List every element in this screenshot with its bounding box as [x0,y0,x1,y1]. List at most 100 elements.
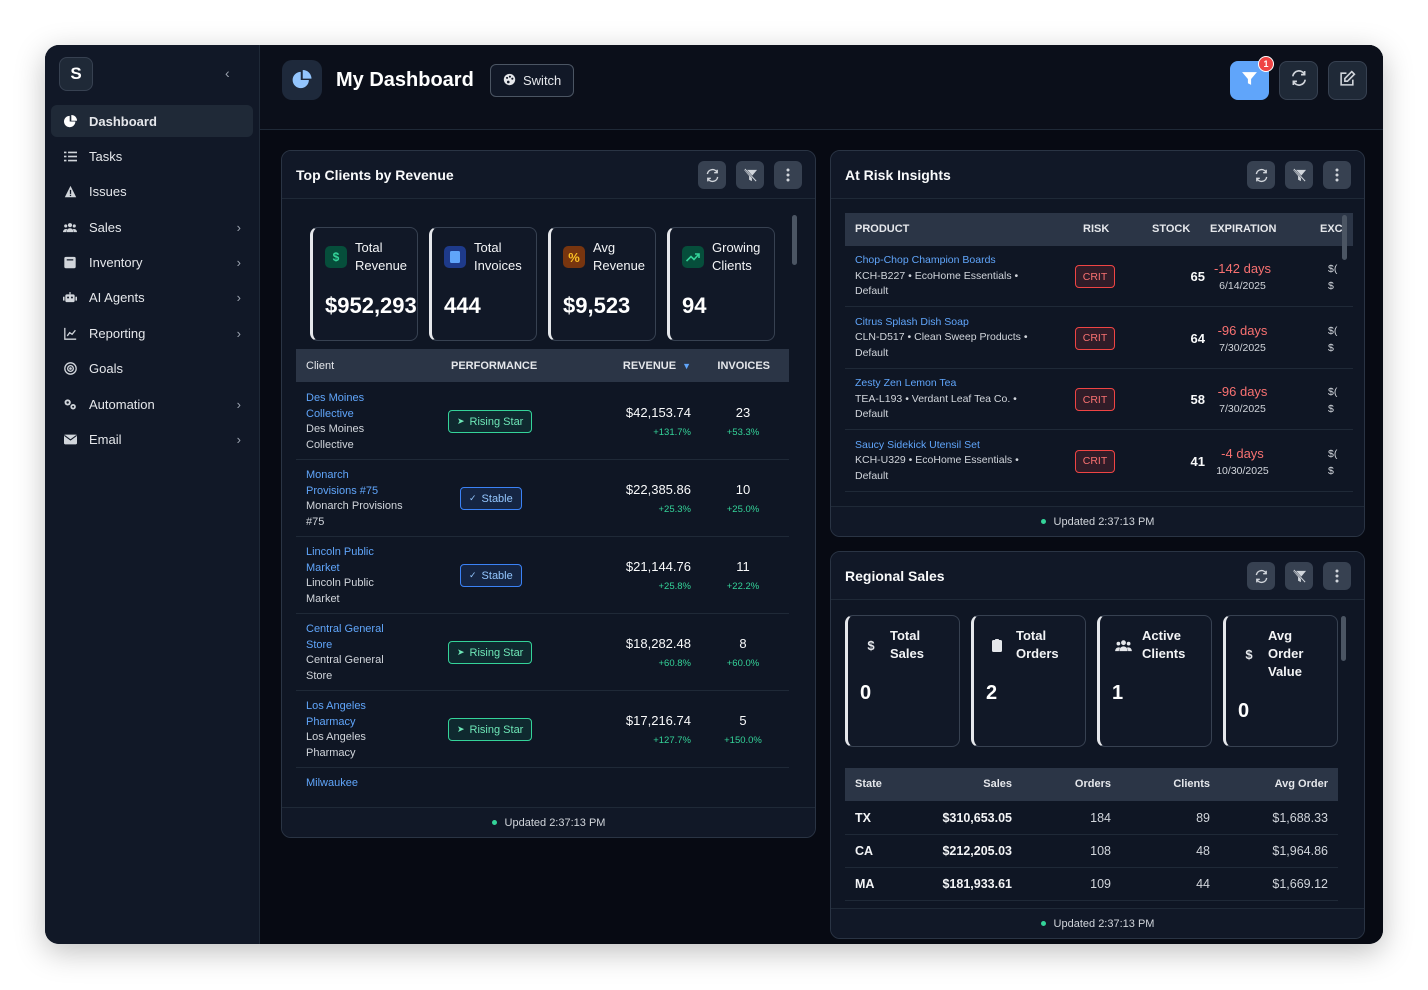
scrollbar[interactable] [792,215,797,265]
product-name-link[interactable]: Chop-Chop Champion Boards [855,254,996,266]
table-row[interactable]: Central General Store Central General Store… [296,614,789,691]
scrollbar[interactable] [1342,215,1347,260]
client-name-link[interactable]: Store [306,638,333,651]
table-row[interactable]: CA $212,205.03 108 48 $1,964.86 [845,835,1338,868]
performance-badge: ➤ Rising Star [448,641,533,664]
column-header-stock[interactable]: STOCK [1152,223,1191,235]
column-header-performance[interactable]: PERFORMANCE [451,359,538,372]
refresh-icon[interactable] [1247,161,1275,189]
refresh-icon[interactable] [698,161,726,189]
table-row[interactable]: Lincoln Public Market Lincoln Public Market… [296,537,789,614]
sidebar-item-label: Tasks [89,148,123,164]
column-header-clients[interactable]: Clients [1173,778,1210,790]
sidebar-item-label: Inventory [89,255,143,271]
scrollbar[interactable] [1341,616,1346,661]
column-header-avg-order[interactable]: Avg Order [1274,778,1328,790]
product-name-link[interactable]: Citrus Splash Dish Soap [855,315,969,328]
column-header-invoices[interactable]: INVOICES [717,359,770,372]
table-row[interactable]: Los Angeles Pharmacy Los Angeles Pharmacy ➤ R… [296,691,789,768]
sidebar-item-ai-agents[interactable]: AI Agents › [51,282,253,314]
column-header-risk[interactable]: RISK [1083,223,1110,235]
stock-value: 41 [1190,453,1205,469]
app-logo[interactable]: S [59,57,93,91]
clear-filter-icon[interactable] [736,161,764,189]
more-options-icon[interactable] [1323,161,1351,189]
filter-button[interactable]: 1 [1230,56,1274,100]
more-options-icon[interactable] [774,161,802,189]
switch-button[interactable]: Switch [490,64,575,97]
table-row[interactable]: Zesty Zen Lemon Tea TEA-L193 • Verdant Le… [845,369,1353,430]
edit-button[interactable] [1328,61,1367,100]
table-row[interactable]: Chop-Chop Champion Boards KCH-B227 • EcoH… [845,246,1353,307]
updated-label: Updated 2:37:13 PM [1053,515,1155,528]
sidebar-item-dashboard[interactable]: Dashboard [51,105,253,137]
client-name-link[interactable]: Market [306,561,340,574]
column-header-expiration[interactable]: EXPIRATION [1210,223,1277,235]
refresh-button[interactable] [1279,61,1318,100]
kpi-total-revenue: $ Total Revenue $952,293 [310,227,418,341]
expiration-date: 7/30/2025 [1219,403,1266,415]
sidebar-item-inventory[interactable]: Inventory › [51,247,253,279]
table-row[interactable]: TX $310,653.05 184 89 $1,688.33 [845,802,1338,835]
column-header-orders[interactable]: Orders [1074,778,1111,790]
robot-icon [63,291,77,305]
avg-order-cell: $1,964.86 [1272,844,1328,858]
sidebar-item-automation[interactable]: Automation › [51,388,253,420]
table-header: State Sales Orders Clients Avg Order [845,768,1338,801]
performance-label: Rising Star [469,646,524,659]
product-name-link[interactable]: Zesty Zen Lemon Tea [855,377,957,389]
chevron-left-icon[interactable]: ‹ [225,65,230,81]
client-name-link[interactable]: Pharmacy [306,715,356,728]
kpi-label-line: Avg [1268,628,1293,643]
column-header-revenue[interactable]: REVENUE ▼ [623,360,691,372]
exc-cell: $($ [1328,323,1337,357]
sidebar-item-tasks[interactable]: Tasks [51,140,253,172]
clear-filter-icon[interactable] [1285,161,1313,189]
revenue-value: $17,216.74 [625,713,691,728]
clear-filter-icon[interactable] [1285,562,1313,590]
sidebar-item-issues[interactable]: Issues [51,176,253,208]
kpi-value: $9,523 [563,293,631,318]
table-row[interactable]: MA $181,933.61 109 44 $1,669.12 [845,868,1338,901]
table-row[interactable]: Monarch Provisions #75 Monarch Provisions #… [296,460,789,537]
kpi-label-line: Invoices [474,258,522,273]
product-meta: KCH-B227 • EcoHome Essentials • [855,269,1019,282]
table-row[interactable]: Milwaukee [296,768,789,790]
column-header-state[interactable]: State [855,778,882,790]
product-name-link[interactable]: Saucy Sidekick Utensil Set [855,438,980,451]
panel-title: Top Clients by Revenue [296,166,454,183]
panel-header: Regional Sales [831,552,1364,600]
kpi-label: Total Orders [1016,627,1059,663]
client-name-link[interactable]: Milwaukee [306,777,358,789]
box-icon [63,256,77,270]
risk-badge: CRIT [1075,449,1115,473]
refresh-icon[interactable] [1247,562,1275,590]
client-name-link[interactable]: Central General [306,623,384,635]
table-row[interactable]: Saucy Sidekick Utensil Set KCH-U329 • Eco… [845,431,1353,492]
chevron-right-icon: › [236,396,241,412]
invoices-value: 10 [735,482,751,497]
table-row[interactable]: Des Moines Collective Des Moines Collective… [296,383,789,460]
client-name-link[interactable]: Los Angeles [306,700,366,712]
kpi-active-clients: Active Clients 1 [1097,615,1212,747]
client-name-link[interactable]: Des Moines [306,392,365,404]
sidebar-item-reporting[interactable]: Reporting › [51,317,253,349]
column-header-product[interactable]: PRODUCT [855,223,910,235]
client-name-link[interactable]: Collective [306,407,354,420]
client-name-link[interactable]: Lincoln Public [306,546,374,558]
sidebar-item-sales[interactable]: Sales › [51,211,253,243]
panel-footer: Updated 2:37:13 PM [831,908,1364,938]
top-clients-panel: Top Clients by Revenue $ Total Revenue $9… [281,150,816,838]
kpi-avg-revenue: % Avg Revenue $9,523 [548,227,656,341]
column-header-exc[interactable]: EXC [1320,223,1343,235]
column-header-sales[interactable]: Sales [983,778,1012,790]
client-name-link[interactable]: Monarch [306,469,349,481]
column-header-client[interactable]: Client [306,359,335,372]
sidebar-item-email[interactable]: Email › [51,424,253,456]
table-row[interactable]: Citrus Splash Dish Soap CLN-D517 • Clean … [845,308,1353,369]
sidebar-item-goals[interactable]: Goals [51,353,253,385]
more-options-icon[interactable] [1323,562,1351,590]
kpi-label-line: Orders [1016,646,1059,661]
client-name-link[interactable]: Provisions #75 [306,484,379,497]
product-cell: Chop-Chop Champion Boards KCH-B227 • EcoH… [855,253,1055,300]
